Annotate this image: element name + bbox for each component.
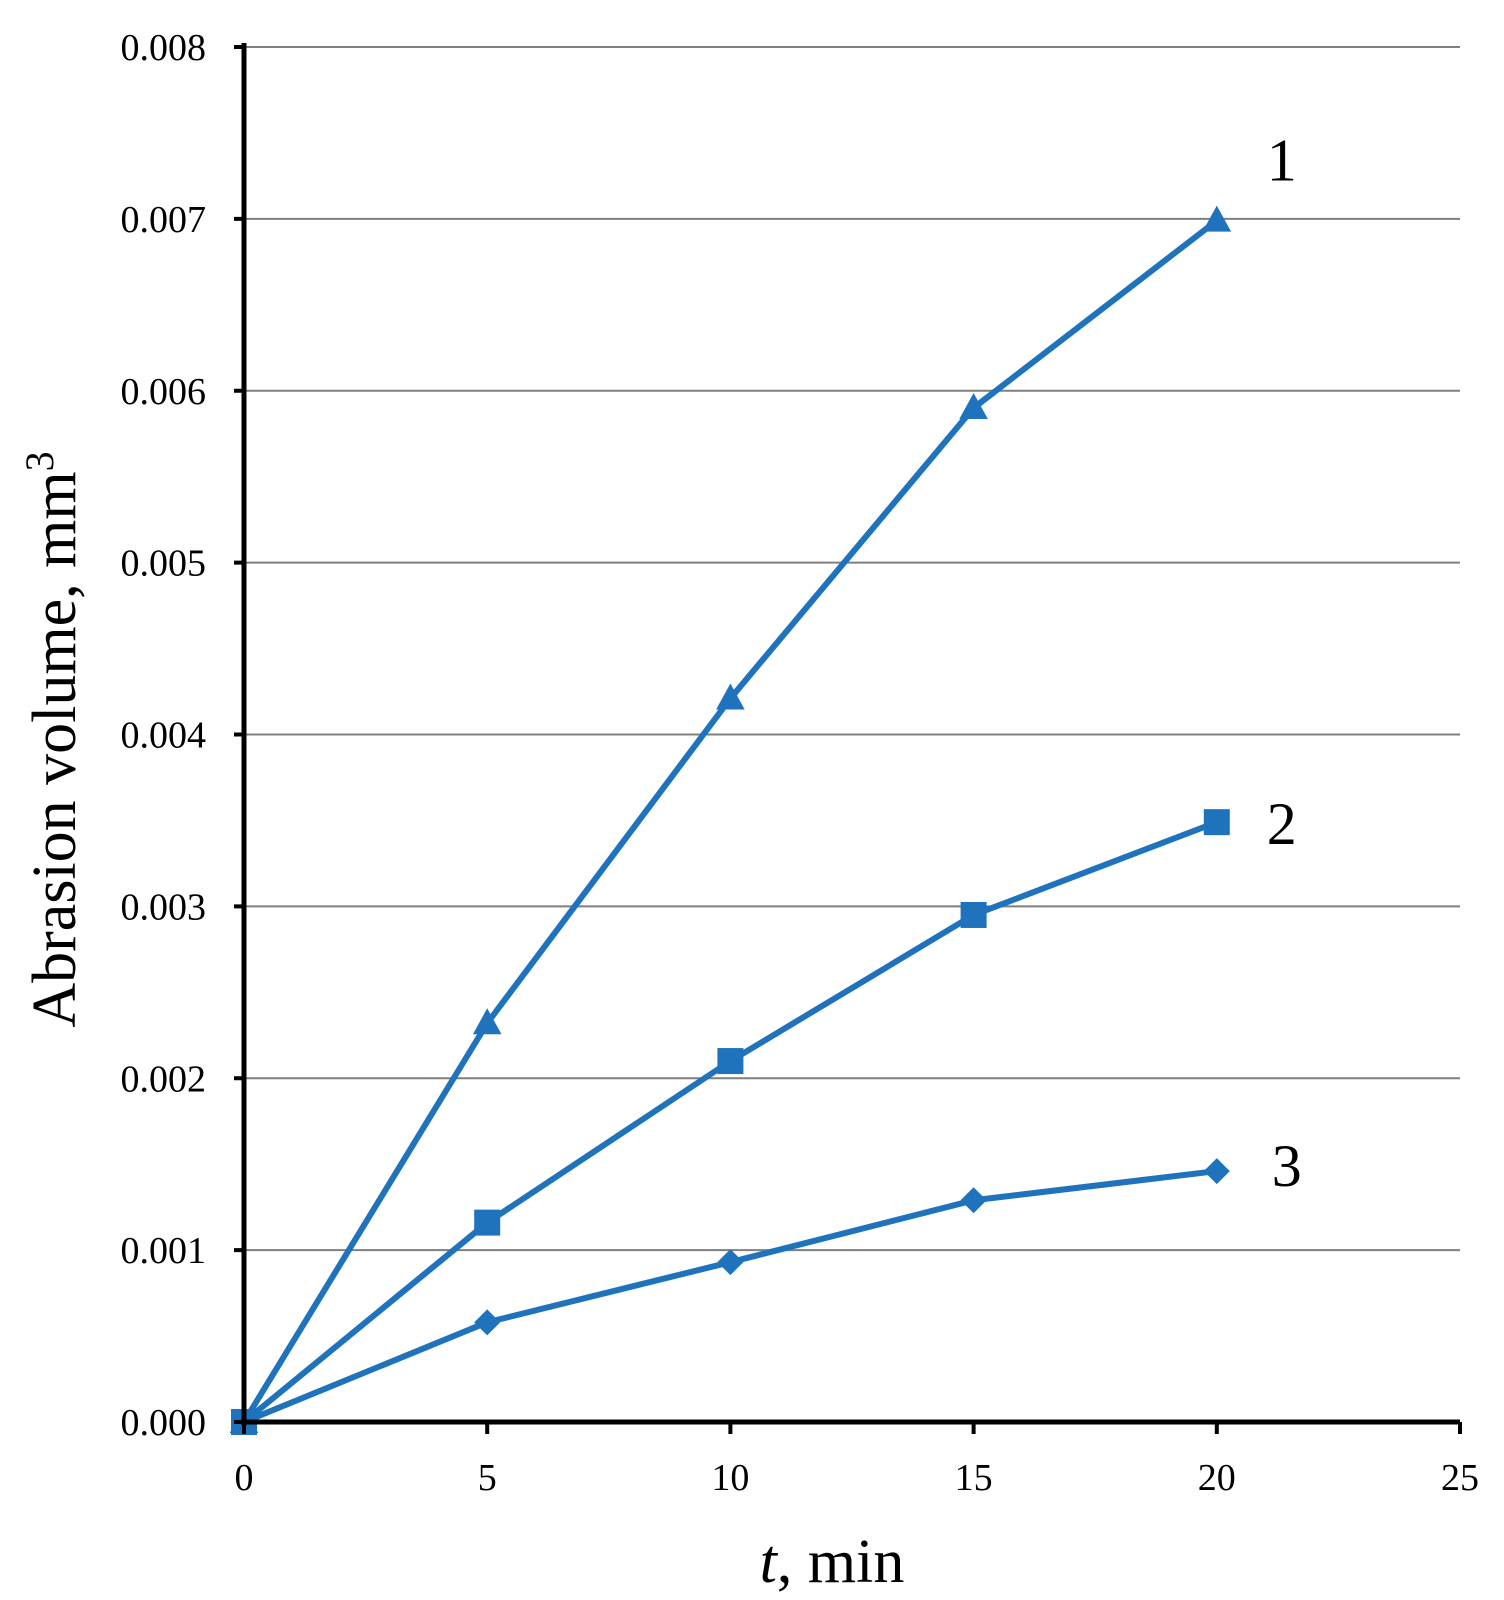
data-point-series-1 <box>716 683 745 710</box>
data-point-series-1 <box>1202 205 1232 232</box>
data-point-series-2 <box>474 1209 501 1236</box>
x-axis-title: t, min <box>760 1528 905 1596</box>
series-line-3 <box>242 1168 1218 1425</box>
x-axis-title-var: t <box>760 1528 779 1596</box>
data-point-series-3 <box>960 1187 987 1214</box>
y-tick-label: 0.003 <box>121 886 207 928</box>
y-tick-label: 0.004 <box>121 715 207 757</box>
x-tick-label: 15 <box>955 1457 993 1499</box>
y-axis-title-sup: 3 <box>17 451 62 471</box>
x-tick-label: 25 <box>1441 1457 1479 1499</box>
data-point-series-2 <box>960 901 987 928</box>
y-tick-label: 0.006 <box>121 371 207 413</box>
y-tick-label: 0.001 <box>121 1230 207 1272</box>
series-line-2 <box>242 819 1218 1425</box>
y-tick-label: 0.005 <box>121 543 207 585</box>
grid-layer <box>244 46 1460 1252</box>
series-label-2: 2 <box>1267 791 1297 857</box>
data-point-series-3 <box>1203 1158 1230 1185</box>
x-tick-label: 10 <box>711 1457 749 1499</box>
data-point-series-1 <box>472 1008 502 1035</box>
x-axis-title-unit: , min <box>777 1528 904 1596</box>
x-tick-label: 20 <box>1198 1457 1236 1499</box>
data-point-series-2 <box>1203 809 1230 836</box>
y-tick-label: 0.002 <box>121 1058 207 1100</box>
y-tick-label: 0.007 <box>121 199 207 241</box>
y-axis-title: Abrasion volume, mm3 <box>17 451 90 1027</box>
y-tick-label: 0.000 <box>121 1402 207 1444</box>
data-point-series-3 <box>474 1309 501 1336</box>
label-layer: 0.000 0.001 0.002 0.003 0.004 0.005 0.006 0.007… <box>121 27 1480 1499</box>
data-point-series-2 <box>717 1048 744 1075</box>
y-tick-label: 0.008 <box>121 27 207 69</box>
x-tick-label: 0 <box>235 1457 254 1499</box>
series-line-1 <box>241 218 1219 1424</box>
series-label-1: 1 <box>1267 128 1297 194</box>
series-layer <box>229 205 1232 1435</box>
data-point-series-3 <box>717 1249 744 1276</box>
series-label-3: 3 <box>1272 1133 1302 1199</box>
x-tick-label: 5 <box>478 1457 497 1499</box>
y-axis-title-text: Abrasion volume, mm <box>21 471 89 1027</box>
data-point-series-1 <box>959 392 988 419</box>
axis-layer <box>234 43 1462 1434</box>
